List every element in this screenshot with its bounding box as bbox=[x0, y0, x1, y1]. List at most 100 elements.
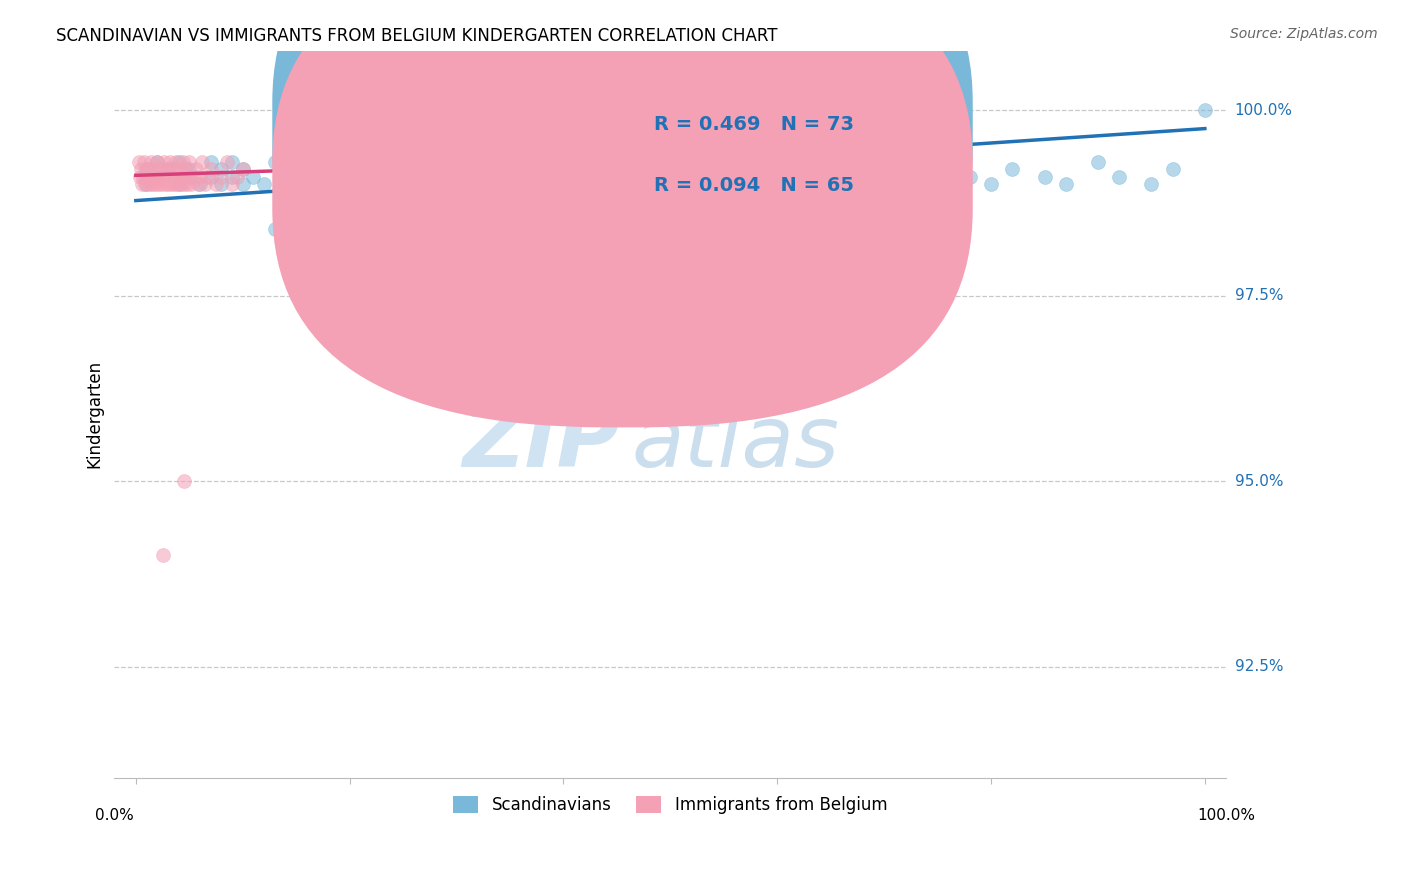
Text: 0.0%: 0.0% bbox=[96, 808, 134, 823]
Point bbox=[349, 155, 371, 169]
Point bbox=[156, 162, 179, 177]
Point bbox=[180, 178, 202, 192]
Y-axis label: Kindergarten: Kindergarten bbox=[86, 360, 103, 468]
Point bbox=[713, 169, 735, 184]
Point bbox=[531, 281, 554, 295]
Point bbox=[145, 169, 167, 184]
Point bbox=[187, 178, 209, 192]
Point bbox=[129, 169, 152, 184]
Point bbox=[150, 178, 173, 192]
Point bbox=[1161, 162, 1184, 177]
Point bbox=[194, 178, 217, 192]
Point bbox=[456, 169, 478, 184]
Point bbox=[129, 162, 152, 177]
FancyBboxPatch shape bbox=[582, 72, 882, 233]
Point bbox=[165, 155, 187, 169]
Point bbox=[894, 162, 917, 177]
Text: 100.0%: 100.0% bbox=[1234, 103, 1292, 118]
Point bbox=[153, 178, 176, 192]
Point bbox=[488, 169, 510, 184]
Text: R = 0.469   N = 73: R = 0.469 N = 73 bbox=[654, 115, 853, 135]
Point bbox=[585, 288, 607, 302]
Point bbox=[402, 266, 425, 280]
Point bbox=[285, 178, 308, 192]
Point bbox=[553, 162, 575, 177]
Point bbox=[143, 162, 166, 177]
Text: ZIP: ZIP bbox=[463, 402, 620, 485]
Point bbox=[531, 178, 554, 192]
Point bbox=[392, 169, 415, 184]
Point bbox=[166, 178, 188, 192]
Point bbox=[434, 178, 457, 192]
Point bbox=[179, 155, 201, 169]
Point bbox=[1194, 103, 1216, 117]
Point bbox=[370, 178, 392, 192]
Point bbox=[360, 169, 382, 184]
Point bbox=[316, 162, 339, 177]
Point bbox=[221, 169, 243, 184]
Point bbox=[135, 169, 157, 184]
Point bbox=[413, 155, 436, 169]
Point bbox=[478, 155, 501, 169]
Point bbox=[1087, 155, 1109, 169]
Point bbox=[307, 155, 329, 169]
Point bbox=[446, 162, 468, 177]
Point bbox=[927, 178, 949, 192]
Point bbox=[191, 155, 214, 169]
Point bbox=[1108, 169, 1130, 184]
Point bbox=[959, 169, 981, 184]
Point bbox=[157, 169, 180, 184]
Point bbox=[174, 169, 197, 184]
Point bbox=[155, 169, 177, 184]
Legend: Scandinavians, Immigrants from Belgium: Scandinavians, Immigrants from Belgium bbox=[447, 789, 894, 821]
Point bbox=[681, 162, 703, 177]
Text: SCANDINAVIAN VS IMMIGRANTS FROM BELGIUM KINDERGARTEN CORRELATION CHART: SCANDINAVIAN VS IMMIGRANTS FROM BELGIUM … bbox=[56, 27, 778, 45]
Point bbox=[174, 162, 197, 177]
Point bbox=[152, 549, 174, 563]
Point bbox=[1054, 178, 1077, 192]
Point bbox=[176, 178, 198, 192]
Point bbox=[173, 474, 195, 488]
Point bbox=[132, 169, 155, 184]
Text: R = 0.094   N = 65: R = 0.094 N = 65 bbox=[654, 176, 853, 194]
Point bbox=[149, 162, 172, 177]
Point bbox=[606, 178, 628, 192]
Point bbox=[170, 169, 193, 184]
Point bbox=[274, 169, 297, 184]
Point bbox=[263, 155, 285, 169]
Point bbox=[221, 155, 243, 169]
Point bbox=[263, 221, 285, 235]
Point bbox=[152, 169, 174, 184]
Point bbox=[285, 162, 308, 177]
Point bbox=[980, 178, 1002, 192]
Point bbox=[173, 178, 195, 192]
Point bbox=[200, 155, 222, 169]
Point bbox=[135, 162, 157, 177]
Point bbox=[167, 169, 190, 184]
Point bbox=[232, 162, 254, 177]
Text: atlas: atlas bbox=[631, 402, 839, 485]
Point bbox=[1140, 178, 1163, 192]
Point bbox=[766, 178, 789, 192]
Point bbox=[160, 178, 183, 192]
Point bbox=[242, 169, 264, 184]
Text: Source: ZipAtlas.com: Source: ZipAtlas.com bbox=[1230, 27, 1378, 41]
Point bbox=[209, 178, 232, 192]
Point bbox=[152, 155, 174, 169]
Point bbox=[200, 169, 222, 184]
Point bbox=[134, 155, 156, 169]
Point bbox=[499, 178, 522, 192]
Point bbox=[200, 162, 222, 177]
Text: 95.0%: 95.0% bbox=[1234, 474, 1284, 489]
Point bbox=[131, 178, 153, 192]
Point bbox=[585, 169, 607, 184]
Point bbox=[295, 169, 318, 184]
Point bbox=[316, 236, 339, 251]
Point bbox=[215, 155, 238, 169]
FancyBboxPatch shape bbox=[273, 0, 973, 367]
Point bbox=[135, 178, 157, 192]
Point bbox=[467, 178, 489, 192]
Point bbox=[165, 169, 187, 184]
Text: 97.5%: 97.5% bbox=[1234, 288, 1284, 303]
Point bbox=[787, 162, 810, 177]
